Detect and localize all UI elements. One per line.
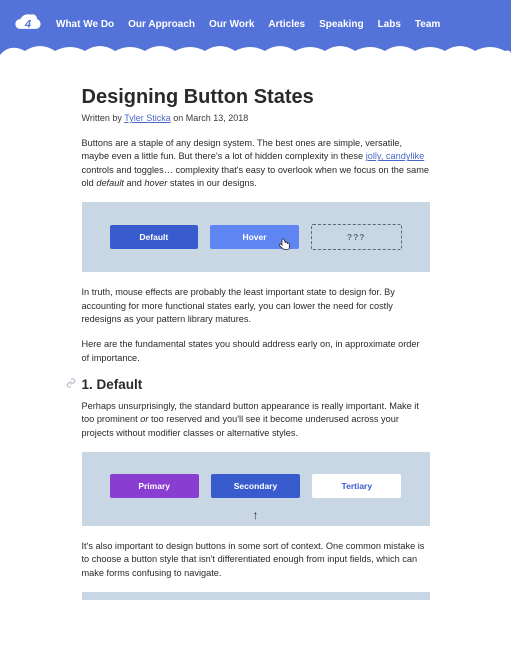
em-hover: hover bbox=[144, 178, 167, 188]
svg-text:4: 4 bbox=[24, 19, 32, 31]
section-heading-default: 1. Default bbox=[82, 377, 143, 392]
nav-our-work[interactable]: Our Work bbox=[209, 19, 254, 30]
demo-variants: Primary Secondary Tertiary ↑ bbox=[82, 452, 430, 526]
site-header: 4 What We Do Our Approach Our Work Artic… bbox=[0, 0, 511, 64]
text: and bbox=[124, 178, 144, 188]
intro-paragraph: Buttons are a staple of any design syste… bbox=[82, 137, 430, 190]
para-mouse-effects: In truth, mouse effects are probably the… bbox=[82, 286, 430, 326]
para-fundamental: Here are the fundamental states you shou… bbox=[82, 338, 430, 365]
main-nav: What We Do Our Approach Our Work Article… bbox=[56, 19, 497, 30]
nav-our-approach[interactable]: Our Approach bbox=[128, 19, 195, 30]
nav-team[interactable]: Team bbox=[415, 19, 440, 30]
demo-button-secondary: Secondary bbox=[211, 474, 300, 498]
byline-mid: on bbox=[171, 113, 186, 123]
demo-button-default: Default bbox=[110, 225, 199, 249]
em-default: default bbox=[96, 178, 124, 188]
text: states in our designs. bbox=[167, 178, 256, 188]
publish-date: March 13, 2018 bbox=[186, 113, 249, 123]
jolly-link[interactable]: jolly, candylike bbox=[366, 151, 425, 161]
author-link[interactable]: Tyler Sticka bbox=[124, 113, 171, 123]
text: Buttons are a staple of any design syste… bbox=[82, 138, 403, 161]
demo-button-tertiary: Tertiary bbox=[312, 474, 401, 498]
nav-articles[interactable]: Articles bbox=[268, 19, 305, 30]
arrow-up-icon: ↑ bbox=[253, 508, 259, 522]
section1-para2: It's also important to design buttons in… bbox=[82, 540, 430, 580]
section1-para1: Perhaps unsurprisingly, the standard but… bbox=[82, 400, 430, 440]
demo-button-hover: Hover bbox=[210, 225, 299, 249]
demo-states: Default Hover ??? bbox=[82, 202, 430, 272]
demo-button-hover-label: Hover bbox=[242, 232, 266, 242]
demo-next bbox=[82, 592, 430, 600]
article: Designing Button States Written by Tyler… bbox=[82, 64, 430, 600]
cursor-hand-icon bbox=[279, 238, 291, 255]
byline: Written by Tyler Sticka on March 13, 201… bbox=[82, 113, 430, 123]
demo-button-primary: Primary bbox=[110, 474, 199, 498]
page-title: Designing Button States bbox=[82, 86, 430, 109]
link-icon[interactable] bbox=[66, 378, 76, 391]
cloud-divider-icon bbox=[0, 43, 511, 65]
logo-icon[interactable]: 4 bbox=[14, 10, 42, 38]
demo-button-unknown: ??? bbox=[311, 224, 402, 250]
nav-labs[interactable]: Labs bbox=[378, 19, 401, 30]
nav-speaking[interactable]: Speaking bbox=[319, 19, 363, 30]
nav-what-we-do[interactable]: What We Do bbox=[56, 19, 114, 30]
byline-prefix: Written by bbox=[82, 113, 125, 123]
